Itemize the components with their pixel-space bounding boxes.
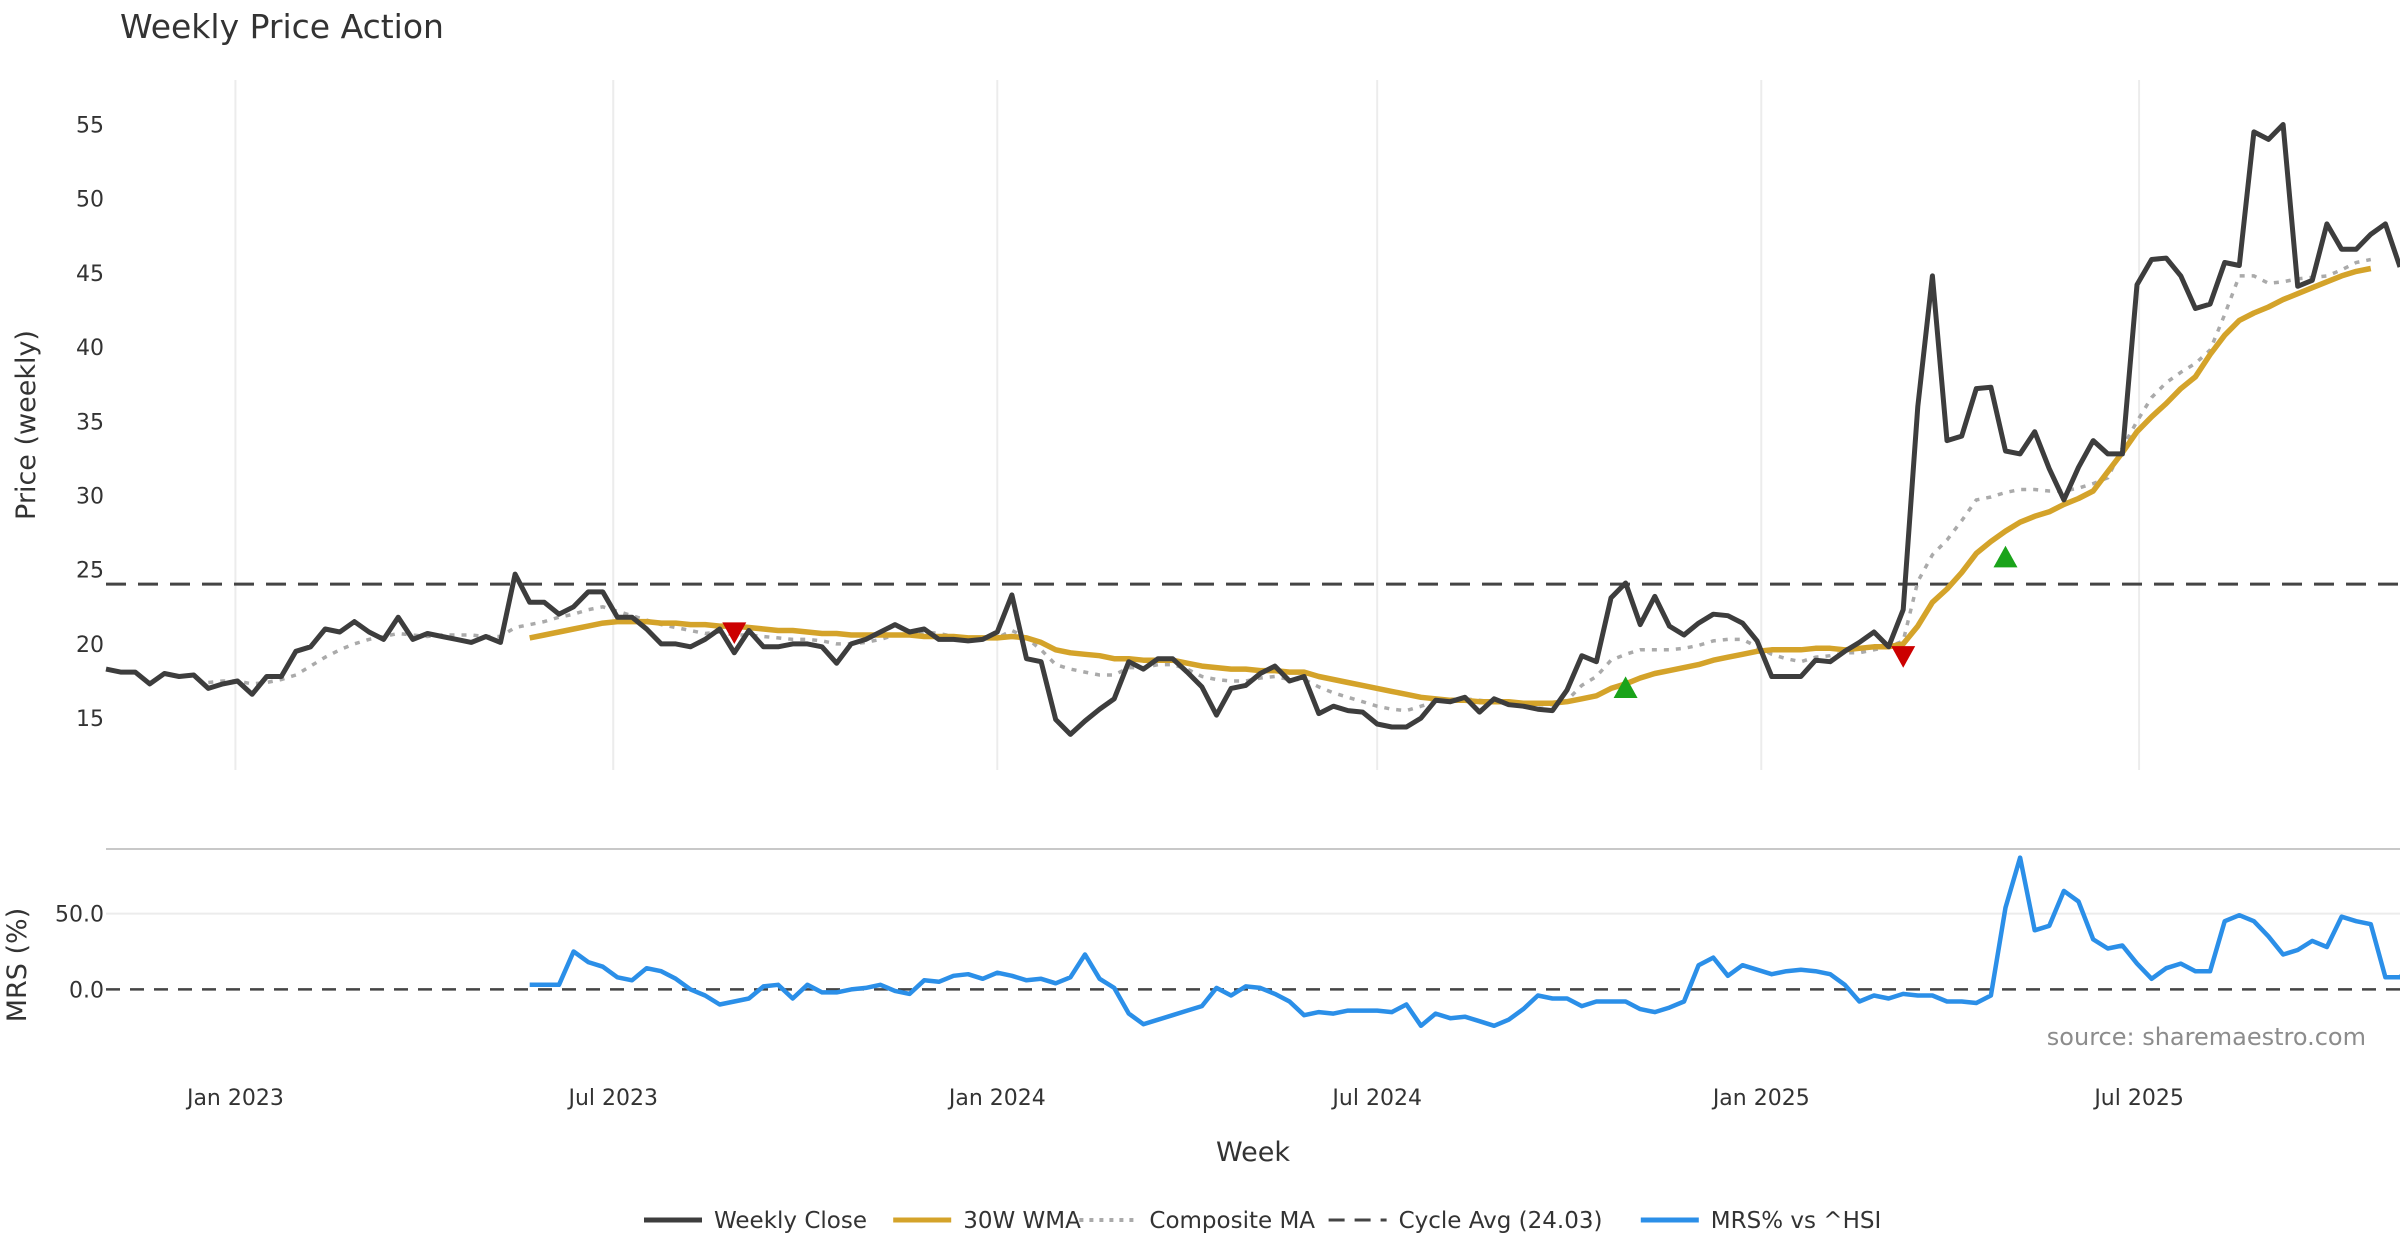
weekly-close-line — [105, 122, 2400, 737]
chart-title: Weekly Price Action — [120, 7, 444, 46]
price-y-tick: 25 — [76, 559, 104, 584]
price-y-tick: 50 — [76, 188, 104, 213]
x-axis-title: Week — [1216, 1137, 1290, 1168]
x-tick: Jul 2025 — [2092, 1086, 2184, 1111]
signal-markers — [722, 545, 2018, 698]
sell-signal-marker — [722, 622, 747, 644]
x-tick-labels: Jan 2023 Jul 2023 Jan 2024 Jul 2024 Jan 2025… — [185, 1086, 2184, 1111]
price-y-tick: 45 — [76, 262, 104, 287]
mrs-panel: 0.0 50.0 MRS (%) source: sharemaestro.com — [2, 855, 2400, 1051]
price-grid — [234, 80, 2141, 770]
price-y-ticks: 15 20 25 30 35 40 45 50 55 — [76, 114, 104, 733]
composite-ma-line — [208, 257, 2372, 713]
buy-signal-marker — [1613, 676, 1638, 698]
mrs-y-tick: 0.0 — [69, 978, 104, 1003]
mrs-y-axis-title: MRS (%) — [2, 908, 33, 1023]
sell-signal-marker — [1891, 646, 1916, 668]
price-y-tick: 30 — [76, 484, 104, 509]
legend-label: MRS% vs ^HSI — [1711, 1208, 1881, 1234]
x-tick: Jan 2025 — [1711, 1086, 1810, 1111]
wma-30-line — [529, 265, 2372, 706]
price-y-tick: 15 — [76, 707, 104, 732]
legend-label: Cycle Avg (24.03) — [1399, 1208, 1603, 1234]
price-y-axis-title: Price (weekly) — [11, 330, 42, 520]
legend: Weekly Close 30W WMA Composite MA Cycle Avg… — [644, 1208, 1881, 1234]
buy-signal-marker — [1993, 545, 2018, 568]
mrs-y-tick: 50.0 — [55, 903, 104, 928]
price-y-tick: 35 — [76, 410, 104, 435]
x-tick: Jan 2024 — [947, 1086, 1046, 1111]
mrs-y-ticks: 0.0 50.0 — [55, 903, 104, 1004]
mrs-line — [529, 855, 2400, 1029]
legend-label: Composite MA — [1149, 1208, 1315, 1234]
source-text: source: sharemaestro.com — [2047, 1023, 2366, 1051]
price-y-tick: 20 — [76, 633, 104, 658]
price-y-tick: 55 — [76, 114, 104, 139]
x-tick: Jan 2023 — [185, 1086, 284, 1111]
price-y-tick: 40 — [76, 336, 104, 361]
x-tick: Jul 2024 — [1330, 1086, 1422, 1111]
legend-label: 30W WMA — [963, 1208, 1081, 1234]
legend-label: Weekly Close — [714, 1208, 867, 1234]
price-panel: 15 20 25 30 35 40 45 50 55 Price (weekly) — [11, 80, 2400, 770]
x-tick: Jul 2023 — [566, 1086, 658, 1111]
